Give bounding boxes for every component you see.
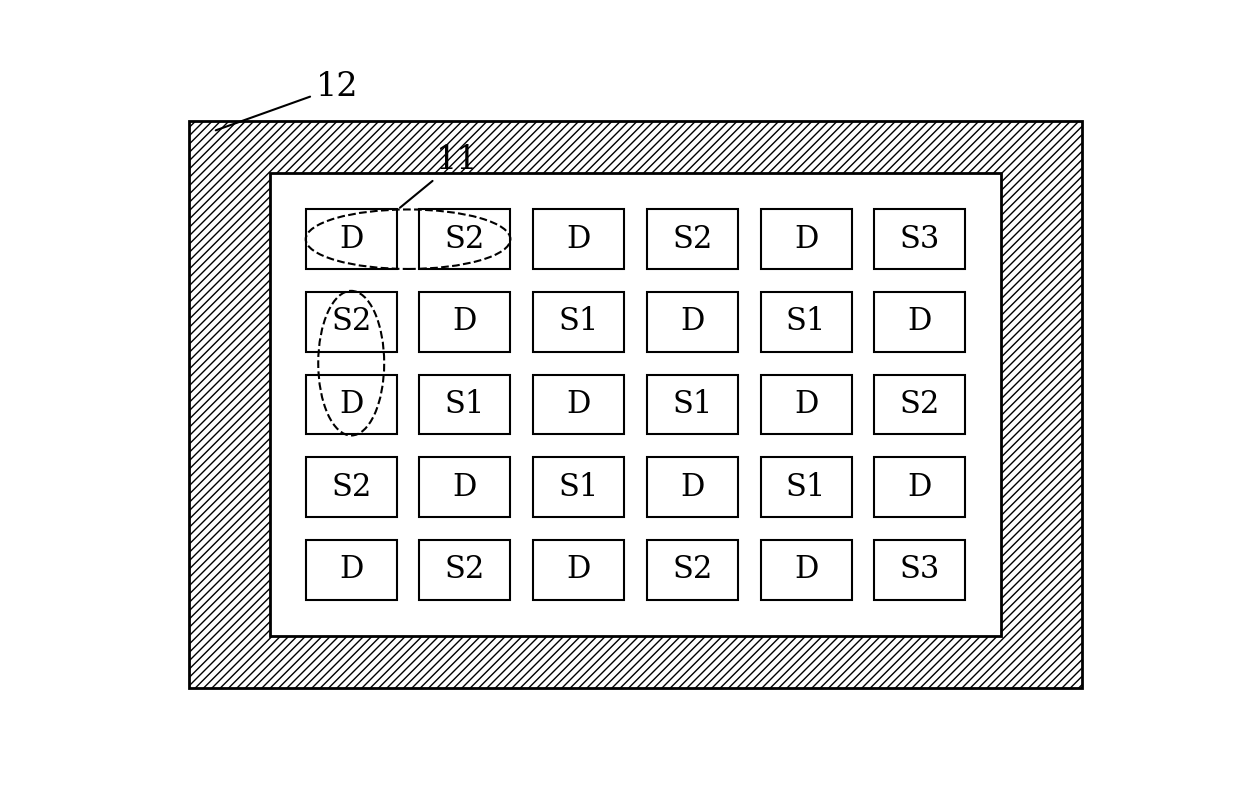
Text: S2: S2 [672, 554, 713, 586]
Bar [874, 457, 965, 517]
Text: S1: S1 [445, 389, 485, 420]
Text: D: D [794, 223, 818, 255]
Text: D: D [908, 306, 932, 337]
Text: D: D [453, 472, 477, 503]
Bar [874, 209, 965, 269]
Bar [306, 457, 397, 517]
Bar [760, 292, 852, 352]
Text: D: D [681, 472, 704, 503]
Text: S1: S1 [786, 306, 826, 337]
Bar [419, 457, 511, 517]
Bar [533, 540, 624, 600]
Text: S3: S3 [899, 554, 940, 586]
Bar [533, 292, 624, 352]
Text: D: D [567, 223, 590, 255]
Bar [647, 375, 738, 434]
Bar [647, 292, 738, 352]
Text: D: D [567, 389, 590, 420]
Text: S2: S2 [331, 472, 372, 503]
Text: D: D [339, 223, 363, 255]
Text: D: D [339, 554, 363, 586]
Bar [306, 209, 397, 269]
Text: S1: S1 [672, 389, 713, 420]
Bar [270, 173, 1001, 636]
Text: D: D [794, 554, 818, 586]
Text: D: D [339, 389, 363, 420]
Bar [306, 375, 397, 434]
Text: D: D [567, 554, 590, 586]
Bar [647, 540, 738, 600]
Text: D: D [681, 306, 704, 337]
Bar [533, 209, 624, 269]
Text: S2: S2 [331, 306, 372, 337]
Text: S2: S2 [899, 389, 940, 420]
Text: 11: 11 [401, 144, 479, 207]
Text: S2: S2 [672, 223, 713, 255]
Text: S1: S1 [558, 472, 599, 503]
Bar [306, 540, 397, 600]
Bar [760, 457, 852, 517]
Bar [533, 375, 624, 434]
Bar [533, 457, 624, 517]
Text: S2: S2 [445, 223, 485, 255]
Bar [419, 292, 511, 352]
Bar [874, 375, 965, 434]
Bar [760, 375, 852, 434]
Text: S1: S1 [558, 306, 599, 337]
Bar [306, 292, 397, 352]
Bar [419, 540, 511, 600]
Text: 12: 12 [216, 71, 358, 131]
Text: S2: S2 [445, 554, 485, 586]
Bar [760, 209, 852, 269]
Text: S1: S1 [786, 472, 826, 503]
Text: D: D [794, 389, 818, 420]
Text: S3: S3 [899, 223, 940, 255]
Text: D: D [908, 472, 932, 503]
Bar [647, 457, 738, 517]
Bar [419, 375, 511, 434]
Bar [874, 292, 965, 352]
Text: D: D [453, 306, 477, 337]
Bar [760, 540, 852, 600]
Bar [419, 209, 511, 269]
Bar [647, 209, 738, 269]
Bar [874, 540, 965, 600]
